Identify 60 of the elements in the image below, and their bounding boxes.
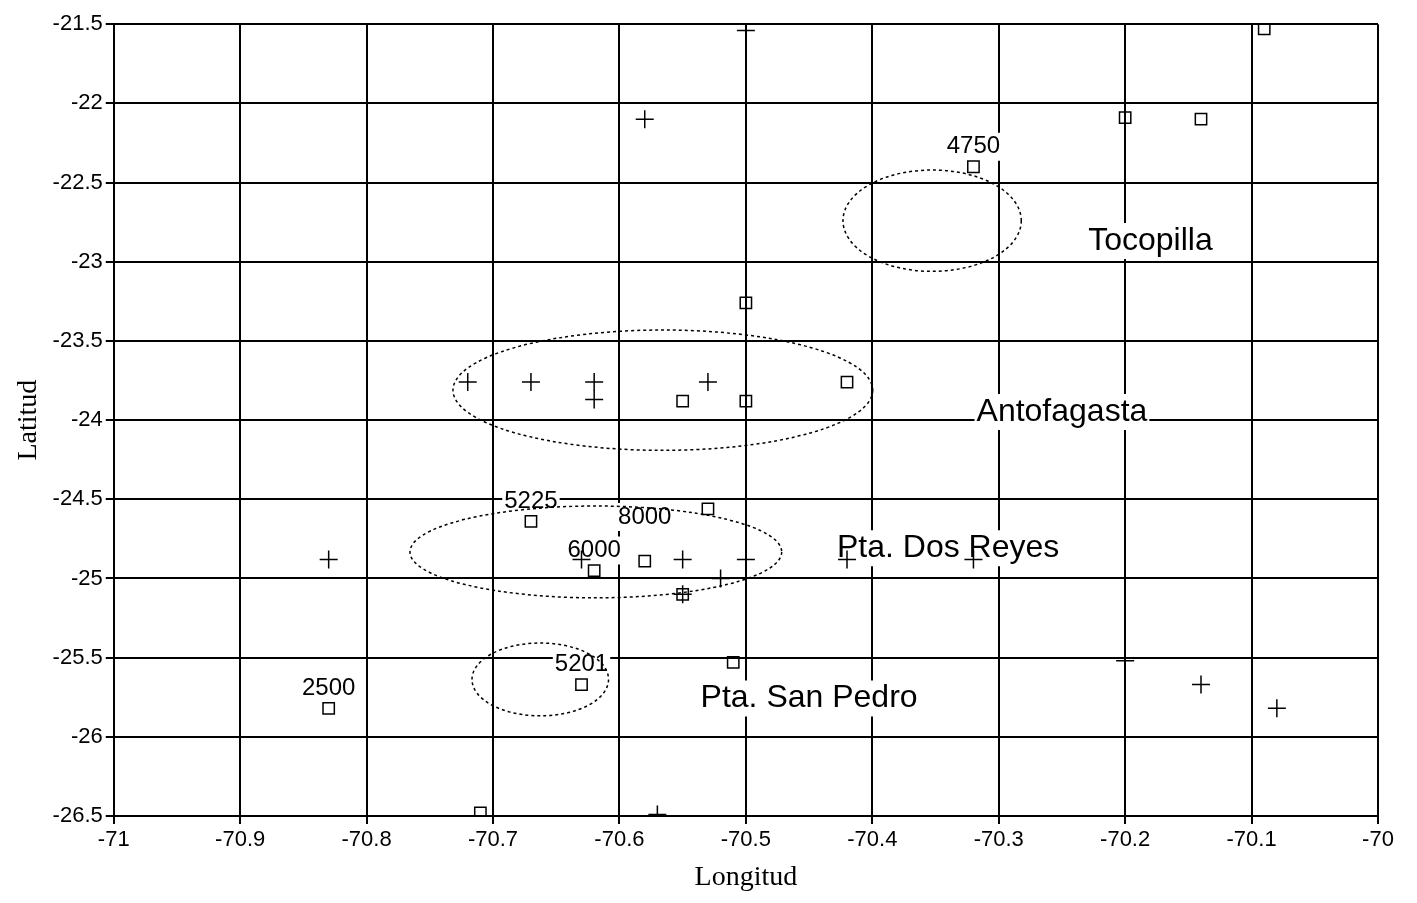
x-tick-label: -71 [97,826,130,852]
y-tick-label: -24.5 [52,485,103,511]
y-tick-label: -24 [70,406,103,432]
x-tick-label: -70.5 [720,826,771,852]
x-tick-label: -70.8 [341,826,392,852]
point [638,554,652,568]
y-tick-label: -22 [70,89,103,115]
point [1118,111,1132,125]
x-tick-label: -70.3 [973,826,1024,852]
point [967,160,980,174]
point [676,394,690,408]
point [1194,112,1208,126]
point [634,109,655,129]
y-tick-label: -25.5 [52,643,103,669]
x-tick-label: -70.1 [1226,826,1277,852]
y-tick-label: -21.5 [52,10,103,36]
x-tick-label: -70.6 [594,826,645,852]
point [587,564,601,577]
point [701,502,715,516]
point [739,296,753,310]
x-tick-label: -70.7 [467,826,519,852]
annotation: 2500 [301,672,356,700]
point [473,806,487,816]
annotation: 5225 [504,486,558,514]
y-tick-label: -23 [70,247,103,273]
x-tick-label: -70.2 [1100,826,1151,852]
annotation: Tocopilla [1088,220,1213,257]
annotation: 6000 [567,535,621,563]
point [584,372,604,392]
point [1267,698,1287,719]
point [672,549,693,570]
point [575,678,588,691]
y-axis-title: Latitud [11,379,43,461]
y-tick-label: -25 [70,564,103,590]
point [457,372,478,392]
x-tick-label: -70 [1362,826,1394,852]
y-tick-label: -22.5 [52,168,103,194]
x-tick-label: -70.4 [847,826,898,852]
point [1257,24,1271,36]
annotation: Pta. San Pedro [700,678,918,715]
point [1191,674,1211,695]
point [322,701,336,715]
y-tick-label: -23.5 [52,326,103,352]
point [524,515,538,528]
x-tick-label: -70.9 [215,826,266,852]
point [521,372,541,392]
point [584,389,604,410]
annotation: 5201 [554,649,609,677]
point [698,372,718,392]
point [318,549,339,570]
y-tick-label: -26 [70,722,103,748]
y-tick-label: -26.5 [52,802,103,828]
point [840,375,854,389]
point [739,394,753,408]
annotation: 4750 [946,131,1001,159]
annotation: 8000 [618,501,672,529]
annotation: Antofagasta [976,391,1148,428]
x-axis-title: Longitud [694,859,798,891]
annotation: Pta. Dos Reyes [837,527,1060,564]
point [726,655,740,669]
